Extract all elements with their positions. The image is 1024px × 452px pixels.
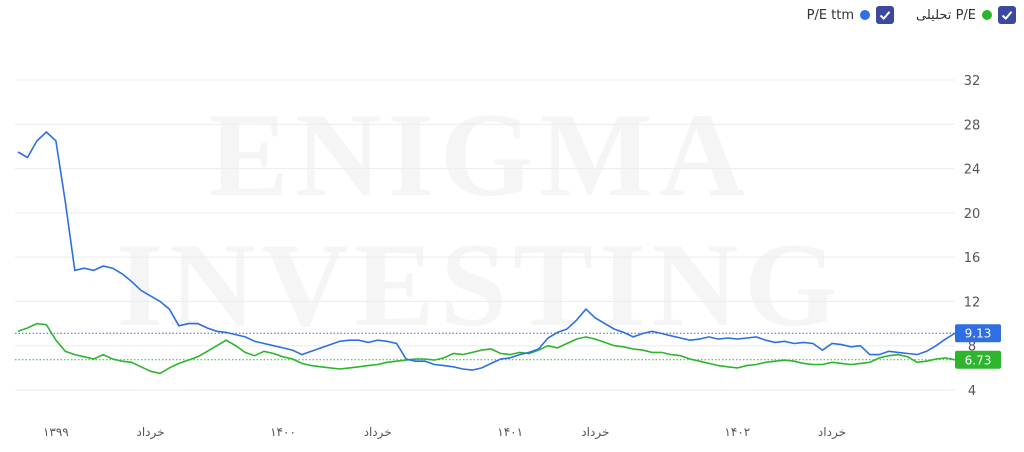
checkbox[interactable] (998, 6, 1016, 24)
watermark: ENIGMA (209, 88, 752, 221)
line (17, 130, 956, 371)
y-tick-label: 12 (964, 295, 981, 310)
x-tick-label: خرداد (136, 425, 164, 440)
x-tick-label: ۱۴۰۲ (724, 425, 750, 439)
y-tick-label: 24 (964, 163, 981, 178)
checkbox[interactable] (876, 6, 895, 24)
value-tag (955, 350, 1001, 369)
x-tick-label: ۱۳۹۹ (43, 425, 69, 439)
x-tick-label: خرداد (364, 425, 392, 440)
x-tick-label: خرداد (818, 425, 846, 440)
legend-dot (860, 10, 871, 20)
check (879, 11, 891, 21)
checkbox-bg (998, 6, 1016, 24)
y-tick-label: 8 (968, 340, 976, 355)
x-tick-label: ۱۴۰۰ (270, 425, 296, 439)
checkbox-bg (876, 6, 895, 24)
x-tick-label: خرداد (581, 425, 609, 440)
y-tick-label: 28 (964, 118, 981, 133)
line (17, 322, 956, 375)
legend: P/E تحلیلی P/E ttm (807, 6, 1016, 24)
x-tick-label: ۱۴۰۱ (497, 425, 523, 439)
legend-item[interactable]: P/E تحلیلی (916, 6, 1016, 24)
legend-dot (982, 10, 992, 20)
y-tick-label: 32 (964, 74, 981, 89)
value-tag (955, 324, 1001, 343)
y-tick-label: 20 (964, 207, 981, 222)
y-tick-label: 16 (964, 251, 981, 266)
value-tag-label: 9.13 (965, 327, 992, 341)
watermark: INVESTING (116, 218, 844, 351)
y-tick-label: 4 (968, 384, 976, 399)
legend-label: P/E تحلیلی (916, 7, 976, 23)
check (1001, 11, 1013, 21)
value-tag-label: 6.73 (965, 353, 992, 367)
legend-item[interactable]: P/E ttm (806, 6, 895, 24)
legend-label: P/E ttm (806, 7, 855, 23)
